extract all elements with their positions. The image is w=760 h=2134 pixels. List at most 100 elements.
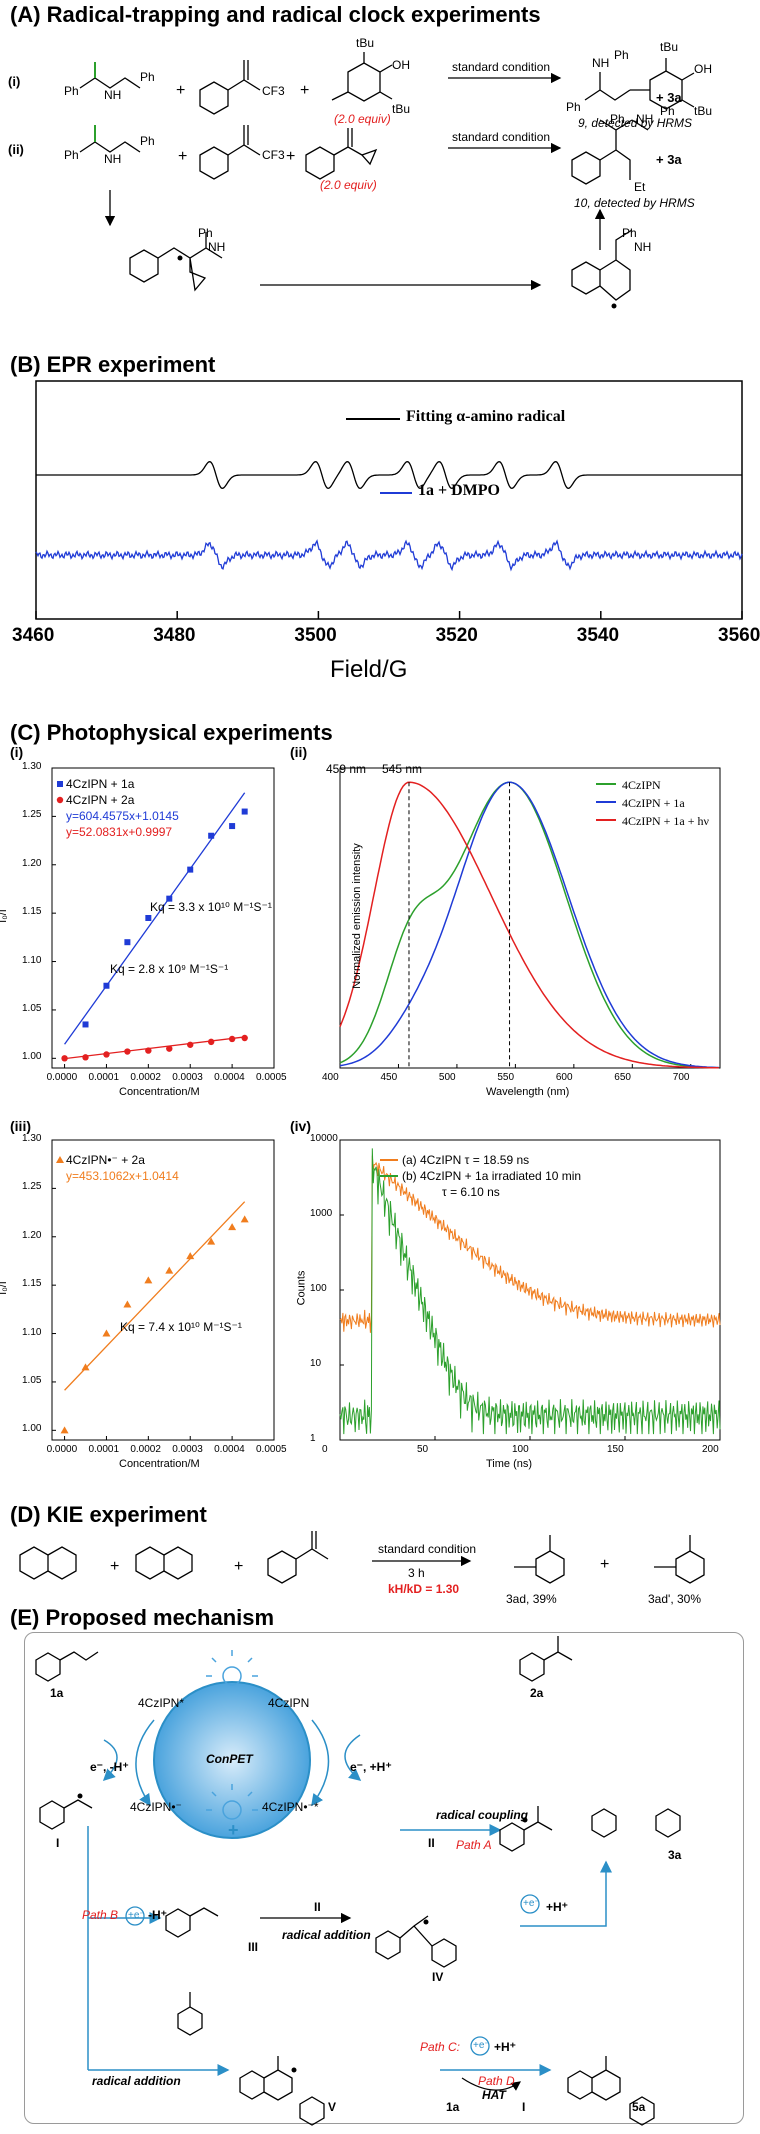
y-axis-label: Counts [295,1270,308,1306]
radical-coupling-label: radical coupling [436,1808,529,1822]
y-tick-label: 1000 [310,1208,333,1219]
panel-i-label: (i) [10,744,24,760]
conpet-cycle [153,1681,311,1839]
kie-condition: standard condition [378,1542,477,1556]
epr-experimental-trace [35,539,743,572]
x-tick-label: 200 [702,1444,719,1455]
radical-addition-label-2: radical addition [92,2074,181,2088]
compound-I: I [56,1836,60,1850]
data-point [60,1426,69,1434]
x-tick-label: 500 [438,1072,456,1083]
ph-label-int2: Ph [622,226,637,240]
epr-frame [35,380,743,620]
y-axis-label: I₀/I [0,909,9,923]
cat-label-bl: 4CzIPN•⁻ [130,1800,182,1814]
emission-curve [339,781,719,1069]
nh-label-10: NH [636,112,654,126]
plus-sign: + [110,1558,120,1575]
x-tick-label: 0.0000 [46,1444,78,1455]
y-tick-label: 1.00 [22,1051,42,1063]
ph-label-10: Ph [610,112,625,126]
kq-label-i-2: Kq = 2.8 x 10⁹ M⁻¹S⁻¹ [110,962,229,976]
legend-i-1: 4CzIPN + 1a [66,777,135,791]
y-tick-label: 1.00 [22,1423,42,1435]
x-tick-label: 650 [614,1072,631,1083]
y-tick-label: 1.30 [22,761,42,772]
hat-label: HAT [482,2088,506,2102]
product-3ad: 3ad, 39% [506,1592,557,1606]
plus-sign: + [600,1556,610,1573]
photophysical-panels [51,767,721,1441]
compound-2a: 2a [530,1686,544,1700]
y-tick-label: 1.15 [22,1278,42,1290]
compound-1a: 1a [50,1686,64,1700]
data-point [229,823,236,830]
decay-curve [339,1155,721,1333]
reagent-II-label: II [314,1900,321,1914]
y-axis-label: I₀/I [0,1281,9,1295]
nh-label-2a: NH [104,152,122,166]
data-point [144,1276,153,1284]
epr-chart [35,380,743,620]
epr-tick-label: 3560 [718,625,760,646]
data-point [166,1045,173,1052]
data-point [124,939,131,946]
tbu-label-2: tBu [392,102,411,116]
nh-label-int1: NH [208,240,226,254]
plot-frame [51,767,275,1069]
data-point [207,1237,216,1245]
amine-chain-1 [79,77,141,89]
x-tick-label: 0.0001 [88,1072,120,1083]
legend-marker [57,781,63,787]
section-d-title: (D) KIE experiment [10,1502,207,1527]
legend-marker [56,796,64,804]
condition-label-1: standard condition [452,60,551,74]
x-tick-label: 0.0004 [214,1072,245,1083]
ph-label-1a: Ph [64,84,79,98]
fit-line [64,1036,245,1060]
cf3-label-1: CF3 [262,84,285,98]
data-point [165,1266,174,1274]
electron-label-1: +e⁻ [128,1910,145,1921]
y-tick-label: 1.25 [22,809,42,821]
epr-tick-label: 3460 [12,625,55,646]
plus-sign: + [286,148,296,165]
y-tick-label: 1.05 [22,1374,42,1386]
legend-ii-1: 4CzIPN [622,778,661,792]
y-tick-label: 1.25 [22,1181,42,1193]
x-tick-label: 0.0005 [256,1072,287,1083]
kq-label-i-1: Kq = 3.3 x 10¹⁰ M⁻¹S⁻¹ [150,900,272,914]
path-a-label: Path A [456,1838,492,1852]
reagent-I-label: I [522,2100,526,2114]
left-transfer-label: e⁻, -H⁺ [90,1760,129,1774]
electron-label-3: +e⁻ [473,2040,490,2051]
y-tick-label: 1.20 [22,1229,42,1241]
compound-III: III [248,1940,259,1954]
conpet-label: ConPET [206,1752,253,1766]
tbu-label-1: tBu [356,36,375,50]
legend-iv-2: (b) 4CzIPN + 1a irradiated 10 min [402,1169,582,1183]
y-tick-label: 1.10 [22,1326,42,1338]
x-axis-label: Time (ns) [486,1458,533,1470]
x-tick-label: 100 [512,1444,529,1455]
y-tick-label: 1.10 [22,954,42,966]
x-tick-label: 0.0002 [130,1072,161,1083]
plus-h-label-2: +H⁺ [494,2040,517,2054]
mechanism-scheme [35,1636,681,2126]
nh-label-9: NH [592,56,610,70]
legend-marker [56,1156,64,1163]
data-point [82,1021,89,1028]
panel-iii-label: (iii) [10,1118,31,1134]
path-d-label: Path D [478,2074,515,2088]
legend-i-4: y=52.0831x+0.9997 [66,825,173,839]
x-tick-label: 700 [672,1072,690,1083]
path-b-label: Path B [82,1908,119,1922]
plot-frame [51,1139,275,1441]
data-point [228,1223,237,1231]
cycle-plus-sign: + [228,1820,239,1840]
et-label-10: Et [634,180,646,194]
ph-label-2b: Ph [140,134,155,148]
plus-sign: + [234,1558,244,1575]
compound-3a: 3a [668,1848,682,1862]
cat-label-br: 4CzIPN•⁻* [262,1800,319,1814]
